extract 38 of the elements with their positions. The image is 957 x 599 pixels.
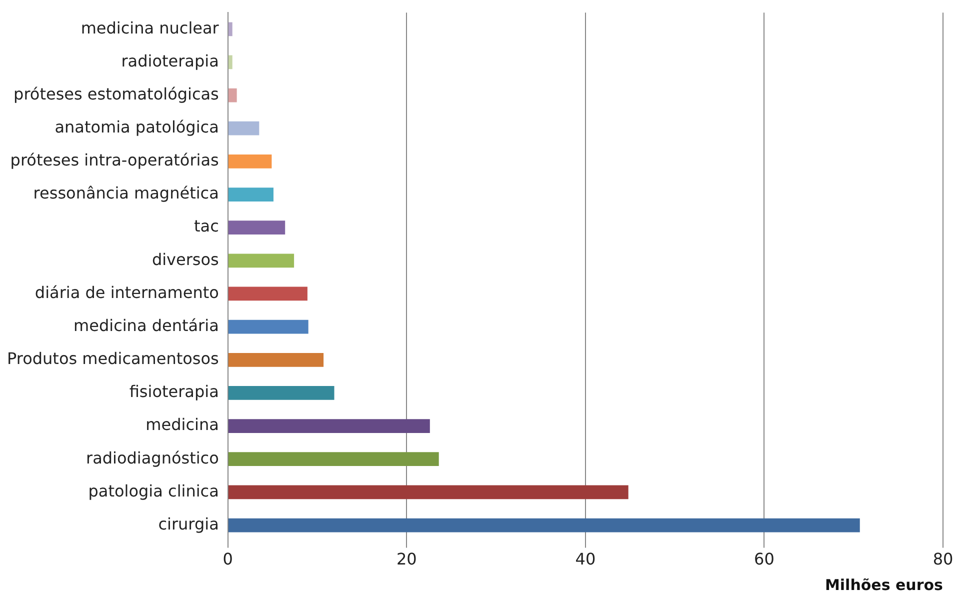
bar <box>228 188 274 202</box>
y-tick-label: cirurgia <box>158 514 219 534</box>
y-tick-label: medicina nuclear <box>80 18 220 38</box>
y-tick-label: radioterapia <box>121 51 219 70</box>
y-tick-label: patologia clinica <box>88 481 219 500</box>
y-tick-label: anatomia patológica <box>54 118 219 137</box>
bar <box>228 419 430 433</box>
x-tick-label: 60 <box>754 550 774 569</box>
y-tick-label: medicina dentária <box>74 316 219 335</box>
x-tick-label: 40 <box>575 550 596 569</box>
y-tick-label: próteses estomatológicas <box>14 84 219 104</box>
bar <box>228 452 439 466</box>
bar <box>228 352 324 367</box>
bar <box>228 154 272 168</box>
bar <box>228 320 308 334</box>
bar <box>228 22 232 36</box>
y-tick-label: fisioterapia <box>129 382 219 402</box>
bar <box>228 121 260 136</box>
y-tick-label: Produtos medicamentosos <box>7 349 219 368</box>
y-tick-label: diversos <box>152 250 219 269</box>
y-tick-label: tac <box>194 216 219 236</box>
x-axis-title: Milhões euros <box>824 576 944 594</box>
y-tick-label: medicina <box>146 415 219 434</box>
bar <box>228 286 308 301</box>
x-tick-label: 20 <box>396 550 417 569</box>
bar <box>228 55 232 70</box>
bar <box>228 254 294 268</box>
y-tick-label: radiodiagnóstico <box>86 448 219 468</box>
y-tick-label: ressonância magnética <box>33 184 219 203</box>
bar <box>228 518 860 532</box>
bar <box>228 485 628 500</box>
y-tick-label: diária de internamento <box>34 282 219 302</box>
bar <box>228 220 286 235</box>
bar <box>228 386 334 400</box>
bar <box>228 88 237 102</box>
x-tick-label: 0 <box>222 550 233 569</box>
x-tick-label: 80 <box>932 550 954 569</box>
y-tick-label: próteses intra-operatórias <box>10 150 219 170</box>
